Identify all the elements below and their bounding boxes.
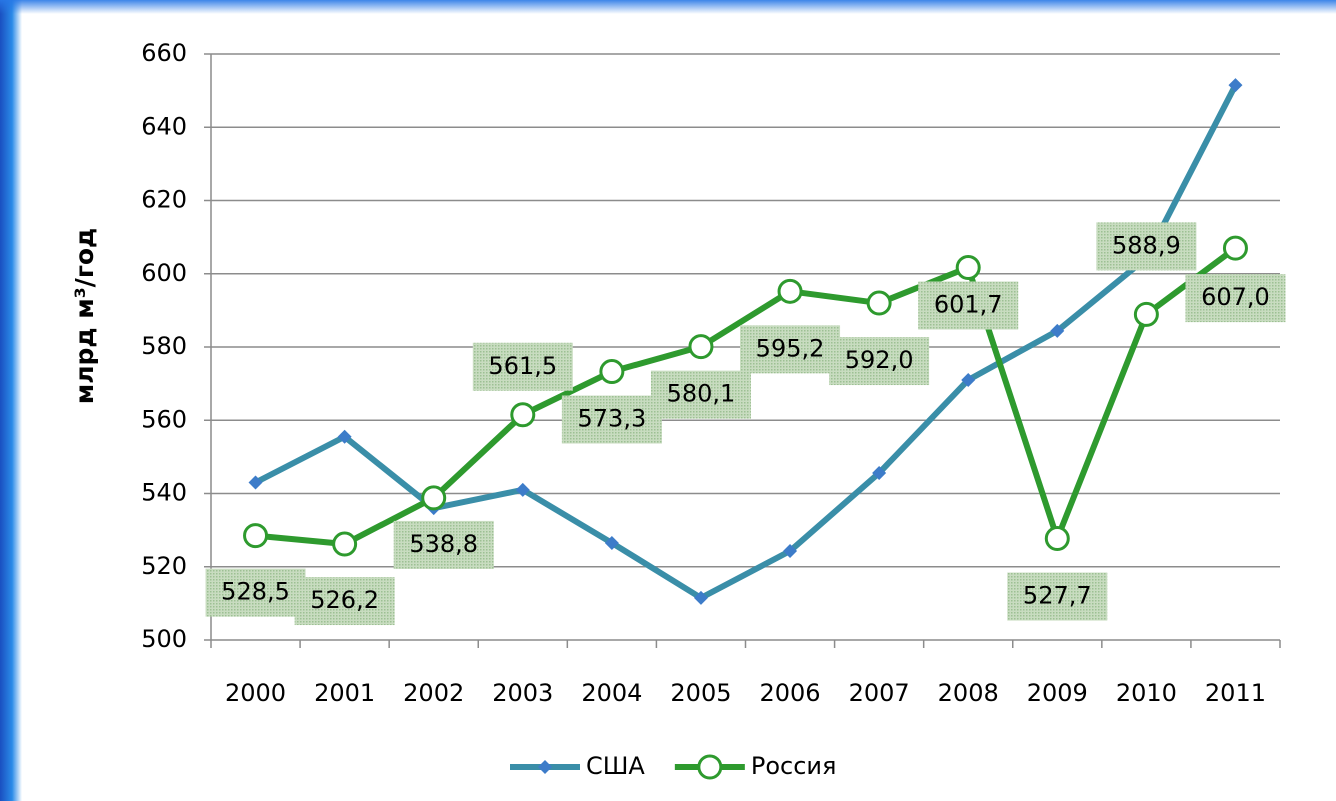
legend-marker (538, 760, 552, 774)
marker (872, 465, 887, 480)
data-label: 528,5 (221, 578, 290, 606)
data-label-box (650, 370, 751, 419)
x-tick-label: 2002 (403, 679, 464, 707)
y-tick-label: 580 (141, 332, 187, 360)
data-label: 527,7 (1023, 582, 1092, 610)
series-line (254, 83, 1239, 601)
data-label-box (740, 325, 841, 374)
y-tick-label: 520 (141, 552, 187, 580)
marker (961, 372, 976, 387)
data-label: 595,2 (756, 334, 825, 362)
y-tick-label: 620 (141, 186, 187, 214)
data-label-box (918, 281, 1019, 330)
marker (777, 278, 803, 304)
x-tick-label: 2004 (581, 679, 642, 707)
marker (599, 359, 625, 385)
x-tick-label: 2000 (225, 679, 286, 707)
data-label-box (1096, 222, 1197, 271)
data-label: 561,5 (488, 352, 557, 380)
data-label: 526,2 (310, 586, 379, 614)
x-tick-label: 2009 (1027, 679, 1088, 707)
x-tick-label: 2007 (849, 679, 910, 707)
data-label-box (829, 337, 930, 386)
y-tick-label: 560 (141, 405, 187, 433)
marker (332, 531, 358, 557)
data-label: 588,9 (1112, 231, 1181, 259)
marker (866, 290, 892, 316)
marker (1222, 235, 1248, 261)
x-tick-label: 2006 (760, 679, 821, 707)
data-label: 601,7 (934, 291, 1003, 319)
data-label-box (393, 520, 494, 569)
data-label-box (472, 342, 573, 391)
y-axis-label: млрд м³/год (70, 228, 99, 404)
data-label-box (294, 577, 395, 626)
marker (515, 482, 530, 497)
data-label-box (561, 395, 662, 444)
x-tick-label: 2011 (1205, 679, 1266, 707)
x-tick-label: 2001 (314, 679, 375, 707)
marker (693, 590, 708, 605)
marker (248, 475, 263, 490)
marker (337, 429, 352, 444)
data-label: 580,1 (667, 380, 736, 408)
series-line (255, 245, 1238, 548)
x-tick-label: 2008 (938, 679, 999, 707)
data-label: 592,0 (845, 346, 914, 374)
legend-label: США (586, 752, 645, 780)
data-label-box (1007, 572, 1108, 621)
legend-label: Россия (751, 752, 837, 780)
data-label: 538,8 (409, 530, 478, 558)
marker (1133, 301, 1159, 327)
marker (1044, 526, 1070, 552)
y-tick-label: 640 (141, 112, 187, 140)
marker (243, 523, 269, 549)
y-tick-label: 500 (141, 625, 187, 653)
marker (783, 544, 798, 559)
x-tick-label: 2005 (670, 679, 731, 707)
marker (955, 255, 981, 281)
x-tick-label: 2003 (492, 679, 553, 707)
data-label: 573,3 (578, 405, 647, 433)
marker (510, 402, 536, 428)
marker (688, 334, 714, 360)
data-label-box (205, 568, 306, 617)
marker (1228, 78, 1243, 93)
y-tick-label: 660 (141, 39, 187, 67)
data-label: 607,0 (1201, 283, 1270, 311)
y-tick-label: 600 (141, 259, 187, 287)
x-tick-label: 2010 (1116, 679, 1177, 707)
marker (421, 485, 447, 511)
legend-marker (697, 754, 723, 780)
data-label-box (1185, 274, 1286, 323)
marker (1050, 323, 1065, 338)
marker (604, 535, 619, 550)
y-tick-label: 540 (141, 479, 187, 507)
